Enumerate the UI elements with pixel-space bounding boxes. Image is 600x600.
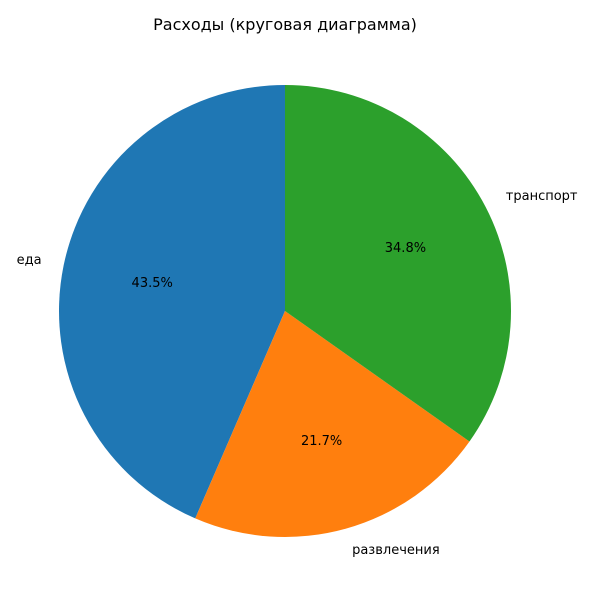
pie-category-label: еда: [17, 253, 42, 268]
pie-percent-label: 21.7%: [301, 434, 342, 449]
pie-category-label: транспорт: [506, 189, 578, 204]
pie-category-label: развлечения: [352, 543, 440, 558]
pie-slice-2: [195, 311, 470, 537]
chart-title: Расходы (круговая диаграмма): [153, 15, 417, 34]
pie-percent-label: 34.8%: [385, 241, 426, 256]
pie-labels: 43.5% еда 21.7% развлечения 34.8% транспорт: [17, 189, 578, 558]
pie-percent-label: 43.5%: [132, 276, 173, 291]
pie-slice-1: [59, 85, 285, 519]
pie-slices: [59, 85, 511, 537]
pie-slice-3: [285, 85, 511, 442]
